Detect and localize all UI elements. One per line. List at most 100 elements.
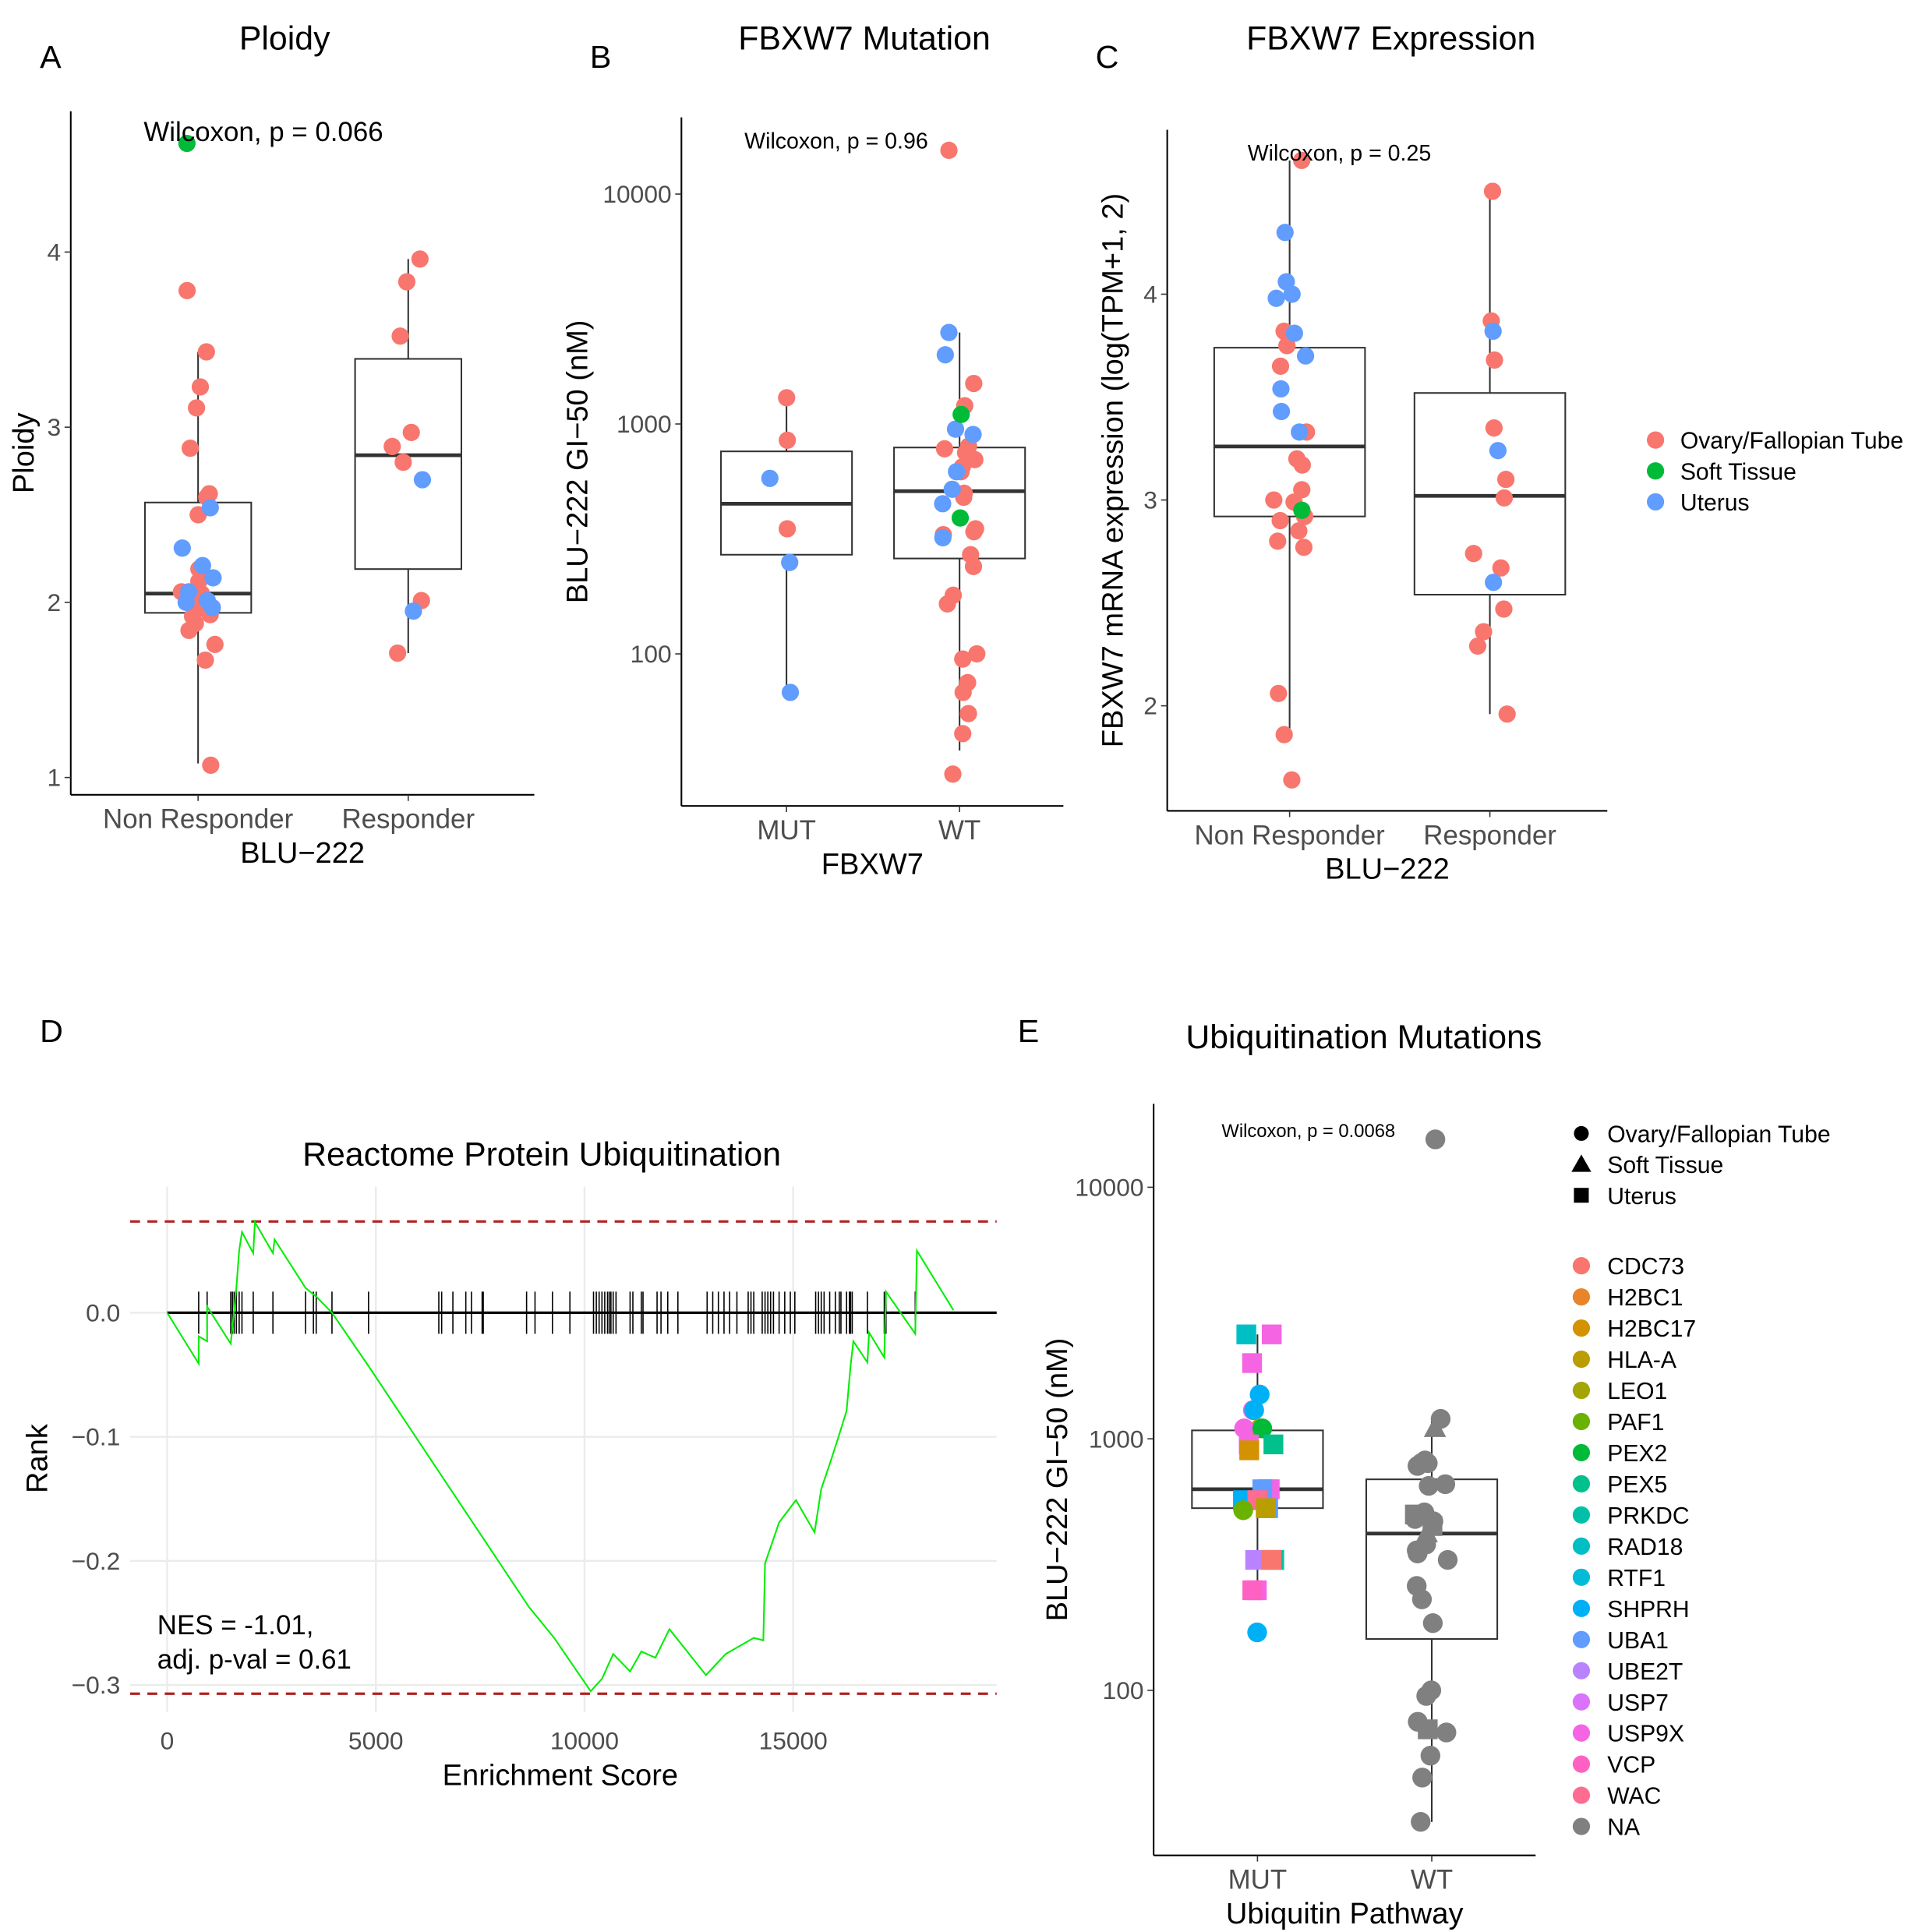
legend-label: UBA1 <box>1607 1628 1669 1654</box>
data-point <box>951 509 970 527</box>
data-point <box>1436 1722 1457 1743</box>
x-tick-label: MUT <box>757 815 816 846</box>
data-point <box>1244 1400 1264 1421</box>
data-point <box>191 378 210 396</box>
legend-key <box>1572 1630 1591 1648</box>
legend-key <box>1572 1319 1591 1337</box>
legend-key <box>1647 493 1665 511</box>
data-point <box>1290 522 1308 540</box>
data-point-square <box>1418 1719 1438 1740</box>
data-point <box>778 520 797 538</box>
data-point <box>1265 491 1283 509</box>
data-point <box>965 374 983 393</box>
data-point <box>1408 1543 1428 1564</box>
legend-key <box>1572 1287 1591 1306</box>
y-tick-label: −0.2 <box>72 1547 121 1575</box>
legend-key <box>1572 1693 1591 1711</box>
legend-key <box>1572 1443 1591 1462</box>
y-tick-label: 3 <box>47 413 61 441</box>
data-point <box>180 621 198 639</box>
chart-title: Ubiquitination Mutations <box>1185 1019 1542 1056</box>
data-point <box>946 420 965 438</box>
data-point <box>1411 1812 1431 1832</box>
data-point <box>1293 481 1311 499</box>
data-point <box>1271 357 1290 376</box>
data-point <box>779 431 797 449</box>
data-point <box>1422 1613 1443 1634</box>
x-tick-label: Responder <box>1423 820 1556 850</box>
legend-label: CDC73 <box>1607 1254 1684 1280</box>
x-axis-label: Enrichment Score <box>443 1759 678 1792</box>
x-tick-label: Non Responder <box>1194 820 1385 850</box>
data-point <box>943 480 961 498</box>
data-point <box>1492 559 1510 577</box>
legend-label: Soft Tissue <box>1680 459 1797 485</box>
data-point <box>1468 637 1487 655</box>
data-point <box>383 437 401 455</box>
legend-key <box>1572 1817 1591 1835</box>
data-point <box>1272 402 1291 421</box>
data-point <box>188 399 206 417</box>
data-point <box>1283 771 1301 789</box>
enrichment-line <box>166 1219 955 1693</box>
data-point <box>193 556 211 574</box>
box <box>1413 392 1567 596</box>
legend-label: Uterus <box>1607 1184 1676 1210</box>
data-point <box>206 635 224 653</box>
data-point <box>405 602 422 620</box>
data-point <box>413 471 432 489</box>
data-point <box>940 141 958 159</box>
x-tick-label: Non Responder <box>103 804 294 835</box>
legend-key <box>1572 1506 1591 1524</box>
chart-title: FBXW7 Expression <box>1246 19 1535 57</box>
legend-key <box>1572 1786 1591 1804</box>
y-tick-label: 3 <box>1143 486 1157 514</box>
chart-title: Ploidy <box>239 19 330 57</box>
data-point <box>1486 351 1503 369</box>
nes-annotation: NES = -1.01, <box>157 1610 314 1641</box>
data-point <box>934 528 952 547</box>
data-point <box>1483 182 1502 200</box>
data-point-square <box>1256 1498 1276 1518</box>
data-point <box>178 281 196 299</box>
legend-key <box>1572 1599 1591 1617</box>
data-point-square <box>1263 1434 1284 1455</box>
data-point <box>402 423 420 441</box>
legend-key <box>1572 1755 1591 1773</box>
data-point <box>1249 1384 1270 1405</box>
box <box>1213 347 1366 517</box>
data-point <box>1420 1746 1441 1766</box>
data-point-square <box>1242 1353 1263 1373</box>
x-tick-label: 5000 <box>348 1726 404 1754</box>
legend-key <box>1572 1350 1591 1369</box>
y-tick-label: −0.1 <box>72 1423 121 1451</box>
legend-label: PEX2 <box>1607 1441 1667 1467</box>
y-axis-label: BLU−222 GI−50 (nM) <box>1041 1338 1074 1622</box>
data-point <box>204 569 222 587</box>
legend-label: RTF1 <box>1607 1566 1666 1591</box>
legend-key <box>1572 1724 1591 1742</box>
y-tick-label: 2 <box>1143 692 1157 720</box>
data-point <box>1437 1549 1458 1570</box>
data-point <box>778 389 796 407</box>
data-point-square <box>1242 1580 1263 1601</box>
data-point-square <box>1261 1324 1282 1344</box>
box <box>354 358 463 570</box>
data-point <box>1271 511 1289 530</box>
data-point <box>1293 456 1311 474</box>
data-point <box>934 495 952 513</box>
legend-label: PEX5 <box>1607 1472 1667 1498</box>
chart-title: FBXW7 Mutation <box>738 19 991 57</box>
data-point <box>1495 489 1514 507</box>
legend-key <box>1572 1537 1591 1555</box>
data-point <box>1412 1768 1433 1788</box>
y-tick-label: 100 <box>1103 1676 1144 1704</box>
data-point <box>1293 501 1311 519</box>
x-tick-label: MUT <box>1228 1864 1288 1895</box>
legend-key <box>1647 431 1665 449</box>
x-tick-label: WT <box>1411 1864 1453 1895</box>
data-point <box>1418 1453 1438 1474</box>
y-tick-label: 1000 <box>1089 1425 1144 1453</box>
data-point <box>1267 289 1285 307</box>
data-point <box>964 426 982 443</box>
